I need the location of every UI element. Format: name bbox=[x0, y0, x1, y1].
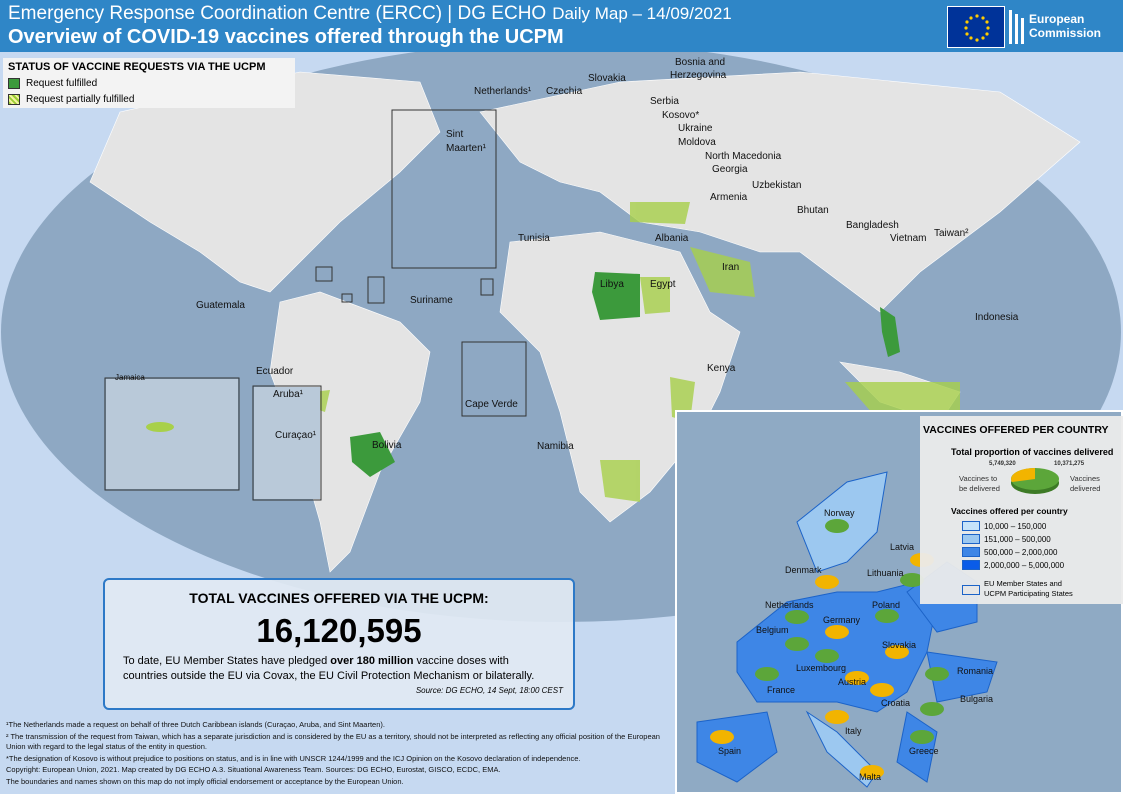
label-slovakia-eu: Slovakia bbox=[882, 640, 917, 650]
label-tunisia: Tunisia bbox=[518, 233, 550, 244]
eu-states-legend: EU Member States and UCPM Participating S… bbox=[962, 579, 1073, 599]
total-description: To date, EU Member States have pledged o… bbox=[123, 655, 535, 682]
label-serbia: Serbia bbox=[650, 96, 679, 107]
header-org: Emergency Response Coordination Centre (… bbox=[8, 3, 732, 24]
label-norway: Norway bbox=[824, 508, 855, 518]
label-moldova: Moldova bbox=[678, 137, 716, 148]
map-date: Daily Map – 14/09/2021 bbox=[552, 4, 732, 23]
label-bolivia: Bolivia bbox=[372, 440, 402, 451]
label-maarten: Maarten¹ bbox=[446, 143, 487, 154]
label-denmark: Denmark bbox=[785, 565, 822, 575]
label-romania: Romania bbox=[957, 666, 994, 676]
label-albania: Albania bbox=[655, 233, 689, 244]
status-legend-title: STATUS OF VACCINE REQUESTS VIA THE UCPM bbox=[8, 61, 266, 73]
label-bangladesh: Bangladesh bbox=[846, 220, 899, 231]
delivered-proportion-pie bbox=[1011, 468, 1059, 494]
label-france: France bbox=[767, 685, 796, 695]
class-4: 2,000,000 – 5,000,000 bbox=[962, 560, 1064, 570]
label-libya: Libya bbox=[600, 279, 624, 290]
label-ukraine: Ukraine bbox=[678, 123, 713, 134]
class-2: 151,000 – 500,000 bbox=[962, 534, 1051, 544]
class-3: 500,000 – 2,000,000 bbox=[962, 547, 1057, 557]
label-georgia: Georgia bbox=[712, 164, 748, 175]
label-vietnam: Vietnam bbox=[890, 233, 927, 244]
vaccines-legend: VACCINES OFFERED PER COUNTRY Total propo… bbox=[920, 416, 1123, 604]
label-north-macedonia: North Macedonia bbox=[705, 151, 782, 162]
class-1: 10,000 – 150,000 bbox=[962, 521, 1046, 531]
partial-swatch bbox=[8, 94, 20, 105]
label-namibia: Namibia bbox=[537, 441, 574, 452]
label-uzbekistan: Uzbekistan bbox=[752, 180, 802, 191]
label-aruba: Aruba¹ bbox=[273, 389, 304, 400]
label-iran: Iran bbox=[722, 262, 740, 273]
label-netherlands-eu: Netherlands bbox=[765, 600, 814, 610]
label-spain: Spain bbox=[718, 746, 742, 756]
label-curacao: Curaçao¹ bbox=[275, 430, 317, 441]
label-malta: Malta bbox=[859, 772, 882, 782]
footnotes: ¹The Netherlands made a request on behal… bbox=[0, 716, 675, 794]
label-bosnia-1: Bosnia and bbox=[675, 57, 726, 68]
berlaymont-icon bbox=[1009, 10, 1024, 44]
vaccines-legend-title: VACCINES OFFERED PER COUNTRY bbox=[923, 424, 1109, 436]
label-czechia: Czechia bbox=[546, 86, 583, 97]
label-bulgaria: Bulgaria bbox=[960, 694, 994, 704]
label-latvia: Latvia bbox=[890, 542, 915, 552]
label-poland: Poland bbox=[872, 600, 901, 610]
classes-title: Vaccines offered per country bbox=[951, 506, 1068, 516]
label-greece: Greece bbox=[909, 746, 939, 756]
total-vaccines-box: TOTAL VACCINES OFFERED VIA THE UCPM: 16,… bbox=[103, 578, 575, 710]
proportion-title: Total proportion of vaccines delivered bbox=[951, 447, 1114, 457]
label-belgium: Belgium bbox=[756, 625, 789, 635]
label-kosovo: Kosovo* bbox=[662, 110, 700, 121]
label-jamaica: Jamaica bbox=[115, 373, 145, 382]
label-luxembourg: Luxembourg bbox=[796, 663, 847, 673]
header: Emergency Response Coordination Centre (… bbox=[0, 0, 1123, 52]
label-guatemala: Guatemala bbox=[196, 300, 245, 311]
label-kenya: Kenya bbox=[707, 363, 736, 374]
label-indonesia: Indonesia bbox=[975, 312, 1019, 323]
label-sint: Sint bbox=[446, 129, 464, 140]
label-italy: Italy bbox=[845, 726, 862, 736]
label-lithuania: Lithuania bbox=[867, 568, 904, 578]
fulfilled-swatch bbox=[8, 78, 20, 89]
label-cape-verde: Cape Verde bbox=[465, 399, 518, 410]
label-netherlands: Netherlands¹ bbox=[474, 86, 532, 97]
label-taiwan: Taiwan² bbox=[934, 228, 969, 239]
eu-flag-icon bbox=[947, 6, 1005, 48]
label-slovakia: Slovakia bbox=[588, 73, 626, 84]
total-source: Source: DG ECHO, 14 Sept, 18:00 CEST bbox=[415, 686, 563, 695]
total-value: 16,120,595 bbox=[256, 612, 422, 649]
pie-charts bbox=[710, 519, 949, 779]
label-bhutan: Bhutan bbox=[797, 205, 829, 216]
ec-logo: European Commission bbox=[947, 6, 1115, 48]
label-germany: Germany bbox=[823, 615, 861, 625]
total-title: TOTAL VACCINES OFFERED VIA THE UCPM: bbox=[189, 590, 489, 606]
label-croatia: Croatia bbox=[881, 698, 911, 708]
label-egypt: Egypt bbox=[650, 279, 676, 290]
label-armenia: Armenia bbox=[710, 192, 748, 203]
label-bosnia-2: Herzegovina bbox=[670, 70, 727, 81]
label-austria: Austria bbox=[838, 677, 867, 687]
label-suriname: Suriname bbox=[410, 295, 453, 306]
status-legend: STATUS OF VACCINE REQUESTS VIA THE UCPM … bbox=[3, 58, 295, 108]
label-ecuador: Ecuador bbox=[256, 366, 294, 377]
page-title: Overview of COVID-19 vaccines offered th… bbox=[8, 26, 564, 48]
